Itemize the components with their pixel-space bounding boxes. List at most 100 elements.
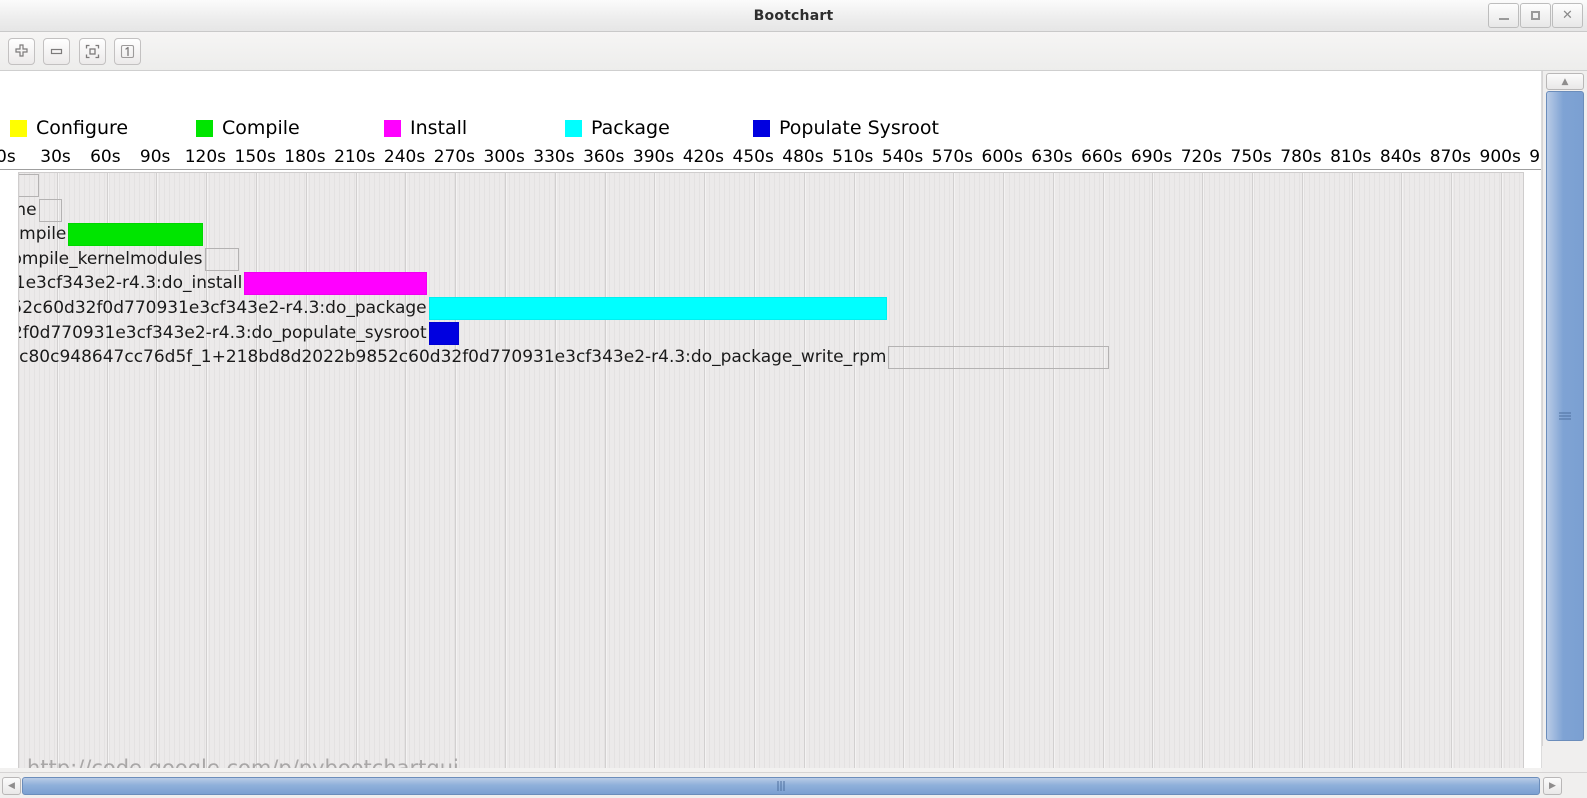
gridline — [704, 173, 706, 768]
minimize-button[interactable] — [1488, 3, 1519, 28]
axis-tick-label: 690s — [1130, 147, 1173, 167]
legend-swatch-icon — [196, 119, 213, 137]
task-bar[interactable] — [428, 297, 887, 320]
title-bar: Bootchart ✕ — [0, 0, 1587, 32]
scroll-grip-icon — [777, 781, 785, 791]
gridline — [1152, 173, 1154, 768]
gridline — [754, 173, 755, 768]
axis-tick-label: 810s — [1330, 147, 1372, 167]
task-bar[interactable] — [888, 346, 1110, 370]
gridline — [1351, 173, 1353, 768]
zoom-original-icon — [120, 44, 135, 59]
scrollbar-corner — [1542, 746, 1587, 772]
chevron-right-icon: ▶ — [1549, 781, 1556, 791]
legend-item-populate-sysroot: Populate Sysroot — [753, 117, 939, 139]
task-row[interactable]: f_1+218bd8d2022b9852c60d32f0d770931e3cf3… — [19, 296, 1523, 321]
axis-tick-label: 330s — [533, 147, 575, 167]
axis-tick-label: 30s — [40, 147, 71, 167]
zoom-out-button[interactable] — [43, 38, 70, 65]
task-row[interactable]: 8bd8d2022b9852c60d32f0d770931e3cf343e2-r… — [19, 321, 1523, 346]
task-bar[interactable] — [68, 223, 203, 247]
maximize-button[interactable] — [1520, 3, 1551, 28]
gridline — [554, 173, 556, 768]
axis-tick-label: 750s — [1230, 147, 1272, 167]
close-button[interactable]: ✕ — [1552, 3, 1583, 28]
zoom-original-button[interactable] — [114, 38, 141, 65]
vertical-scrollbar[interactable]: ▲ ▼ — [1542, 71, 1587, 768]
axis-tick-label: 840s — [1379, 147, 1422, 167]
axis-tick-label: 570s — [931, 147, 973, 167]
task-label: f_1+218bd8d2022b9852c60d32f0d770931e3cf3… — [19, 298, 427, 318]
axis-tick-label: 930s — [1529, 147, 1541, 167]
toolbar — [0, 32, 1587, 71]
chart-plot-area[interactable]: nfigme 3:do_compile e2-r4.3:do_compile_ker… — [18, 172, 1524, 768]
gridline — [1102, 173, 1104, 768]
gridline — [1451, 173, 1453, 768]
time-axis: 0s 30s 60s 90s 120s 150s 180s 210s 240s 270s 300s 3… — [0, 147, 1541, 170]
zoom-out-icon — [50, 48, 63, 55]
axis-tick-label: 300s — [483, 147, 525, 167]
scroll-left-button[interactable]: ◀ — [2, 777, 21, 795]
chevron-up-icon: ▲ — [1561, 76, 1569, 87]
minimize-icon — [1498, 18, 1509, 20]
task-bar[interactable] — [244, 272, 427, 296]
task-row[interactable]: 3:do_compile — [19, 222, 1523, 247]
watermark-text: http://code.google.com/p/pybootchartgui — [27, 756, 459, 768]
axis-tick-label: 90s — [139, 147, 171, 167]
task-row[interactable]: 0d32f0d770931e3cf343e2-r4.3:do_install — [19, 271, 1523, 296]
task-row[interactable]: cto-3.4.11+git1+68a635bf8dfb64b02263c1ac… — [19, 345, 1523, 370]
axis-tick-label: 780s — [1280, 147, 1322, 167]
task-label: 8bd8d2022b9852c60d32f0d770931e3cf343e2-r… — [19, 322, 427, 343]
legend-item-configure: Configure — [10, 117, 128, 139]
gridline — [1252, 173, 1253, 768]
legend-label: Compile — [222, 117, 300, 139]
task-row[interactable]: e2-r4.3:do_compile_kernelmodules — [19, 247, 1523, 272]
legend-item-compile: Compile — [196, 117, 300, 139]
legend-label: Install — [410, 117, 468, 139]
axis-tick-label: 180s — [284, 147, 326, 167]
vertical-scroll-thumb[interactable] — [1546, 91, 1584, 741]
gridline — [56, 173, 58, 768]
window-title: Bootchart — [753, 8, 834, 24]
task-row[interactable]: nfigme — [19, 198, 1523, 223]
zoom-in-icon — [15, 44, 28, 57]
gridline — [1003, 173, 1004, 768]
axis-tick-label: 900s — [1479, 147, 1521, 167]
legend-swatch-icon — [384, 119, 401, 137]
zoom-in-button[interactable] — [8, 38, 35, 65]
scroll-right-button[interactable]: ▶ — [1543, 777, 1562, 795]
task-bar[interactable] — [204, 247, 240, 271]
axis-tick-label: 720s — [1180, 147, 1222, 167]
task-row[interactable] — [19, 173, 1523, 198]
task-bar[interactable] — [428, 321, 459, 345]
axis-tick-label: 630s — [1031, 147, 1073, 167]
legend-label: Populate Sysroot — [779, 117, 939, 139]
scroll-up-button[interactable]: ▲ — [1546, 73, 1584, 90]
chart-canvas[interactable]: Configure Compile Install Package Populate S… — [0, 71, 1542, 768]
gridline — [1301, 173, 1303, 768]
legend-label: Configure — [36, 117, 129, 139]
axis-tick-label: 510s — [832, 147, 874, 167]
axis-tick-label: 360s — [583, 147, 625, 167]
axis-tick-label: 210s — [334, 147, 376, 167]
chart-legend: Configure Compile Install Package Populate S… — [0, 117, 1541, 147]
gridline — [604, 173, 606, 768]
task-label: 3:do_compile — [19, 224, 67, 245]
axis-tick-label: 600s — [981, 147, 1023, 167]
axis-tick-label: 150s — [234, 147, 276, 167]
gridline — [953, 173, 955, 768]
gridline — [355, 173, 357, 768]
axis-tick-label: 660s — [1081, 147, 1123, 167]
legend-swatch-icon — [10, 119, 27, 137]
task-bar[interactable] — [38, 198, 62, 222]
axis-tick-label: 870s — [1429, 147, 1471, 167]
zoom-fit-button[interactable] — [79, 38, 106, 65]
axis-tick-label: 240s — [383, 147, 426, 167]
task-bar[interactable] — [19, 174, 39, 197]
gridline — [803, 173, 805, 768]
gridline — [1401, 173, 1403, 768]
horizontal-scrollbar[interactable]: ◀ ▶ — [0, 772, 1587, 798]
horizontal-scroll-thumb[interactable] — [22, 777, 1540, 795]
chevron-left-icon: ◀ — [8, 781, 15, 791]
